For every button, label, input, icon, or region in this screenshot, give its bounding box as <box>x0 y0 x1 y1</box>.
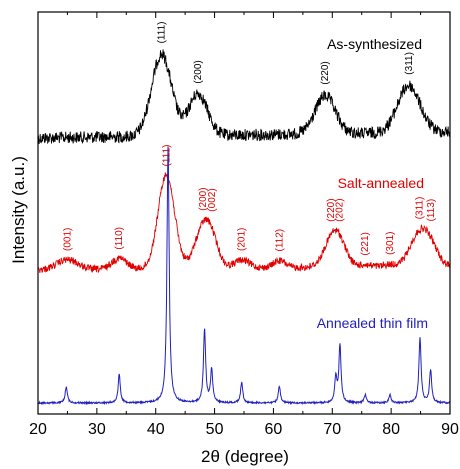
peak-label: (112) <box>274 229 285 252</box>
x-tick-label: 80 <box>382 421 400 438</box>
plot-area <box>38 12 450 414</box>
series-label: Salt-annealed <box>338 175 424 191</box>
peak-label: (110) <box>114 227 125 250</box>
x-axis-title: 2θ (degree) <box>201 447 289 466</box>
peak-label: (202) <box>334 198 345 221</box>
series-line <box>37 49 451 145</box>
series-line <box>37 146 451 406</box>
series-line <box>37 172 451 274</box>
axis-layer: 20 30 40 50 60 70 80 90 <box>29 11 459 438</box>
x-tick-label: 40 <box>147 421 165 438</box>
peak-label: (113) <box>426 199 437 222</box>
peak-label: (001) <box>62 228 73 251</box>
series-annealed-thin-film: Annealed thin film <box>37 146 451 406</box>
x-tick-label: 90 <box>441 421 459 438</box>
peak-label: (201) <box>237 228 248 251</box>
peak-label: (002) <box>207 188 218 211</box>
peak-label: (200) <box>198 187 209 210</box>
peak-label: (311) <box>414 197 425 220</box>
peak-label: (111) <box>157 22 168 44</box>
peak-label: (221) <box>360 232 371 255</box>
peak-label: (220) <box>320 61 331 84</box>
peak-label: (311) <box>404 52 415 75</box>
x-tick-label: 20 <box>29 421 47 438</box>
series-label: As-synthesized <box>327 36 422 52</box>
peak-label: (301) <box>385 232 396 255</box>
series-label: Annealed thin film <box>317 315 428 331</box>
peak-label: (111) <box>161 145 172 167</box>
x-tick-label: 60 <box>265 421 283 438</box>
x-tick-label: 70 <box>323 421 341 438</box>
peak-label: (220) <box>326 198 337 221</box>
plot-background <box>38 12 450 414</box>
series-salt-annealed: Salt-annealed (001) (110) (111) (200)(002) (2… <box>37 145 451 274</box>
series-layer: As-synthesized(111)(200) (220) (311)Salt-a… <box>37 22 451 406</box>
peak-label: (200) <box>193 60 204 83</box>
series-as-synthesized: As-synthesized (111) (200) (220) (311) <box>37 22 451 145</box>
y-axis-title: Intensity (a.u.) <box>9 156 28 264</box>
x-tick-label: 50 <box>206 421 224 438</box>
x-tick-label: 30 <box>88 421 106 438</box>
